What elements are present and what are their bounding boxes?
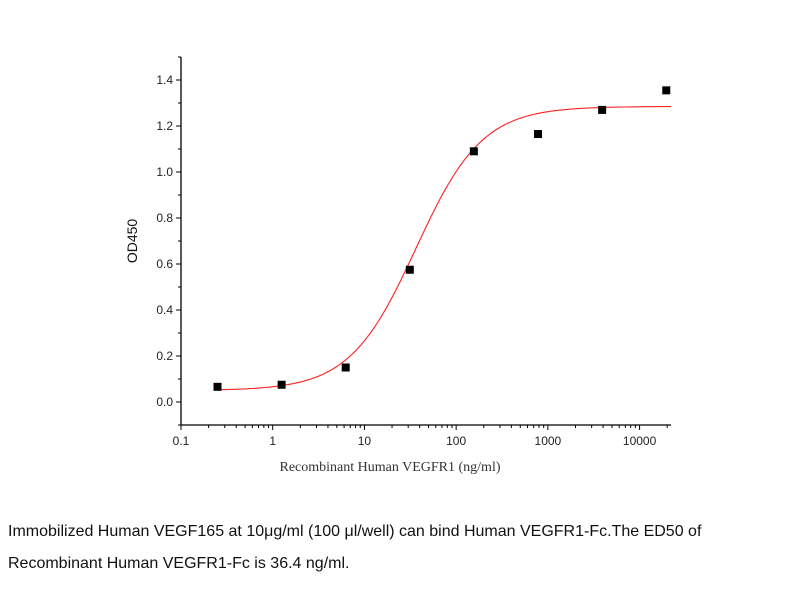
y-tick-label: 0.2 — [156, 349, 173, 363]
fit-curve — [217, 106, 671, 391]
data-point — [405, 265, 414, 274]
y-tick-label: 1.0 — [156, 165, 173, 179]
data-point — [534, 130, 543, 139]
dose-response-chart: 0.0 0.2 0.4 0.6 0.8 1.0 1.2 1.4 0.1 1 10 100 1000 100… — [124, 56, 671, 475]
x-tick-label: 10 — [358, 434, 372, 448]
x-tick-label: 10000 — [623, 434, 657, 448]
data-point — [662, 86, 671, 95]
data-point — [277, 380, 286, 389]
x-tick-label: 100 — [446, 434, 466, 448]
data-point — [469, 147, 478, 156]
y-tick-label: 0.8 — [156, 211, 173, 225]
y-tick-label: 0.6 — [156, 257, 173, 271]
y-tick-label: 1.2 — [156, 119, 173, 133]
x-tick-label: 0.1 — [173, 434, 190, 448]
y-tick-label: 0.0 — [156, 395, 173, 409]
data-point — [213, 382, 222, 391]
data-point — [598, 105, 607, 114]
x-tick-label: 1000 — [535, 434, 562, 448]
data-point — [341, 363, 350, 372]
y-tick-label: 1.4 — [156, 73, 173, 87]
x-axis-label: Recombinant Human VEGFR1 (ng/ml) — [280, 460, 501, 475]
axes: 0.0 0.2 0.4 0.6 0.8 1.0 1.2 1.4 0.1 1 10 100 1000 100… — [156, 56, 671, 448]
caption: Immobilized Human VEGF165 at 10μg/ml (10… — [8, 523, 702, 572]
y-tick-label: 0.4 — [156, 303, 173, 317]
x-tick-label: 1 — [269, 434, 276, 448]
y-axis-label: OD450 — [124, 219, 140, 264]
